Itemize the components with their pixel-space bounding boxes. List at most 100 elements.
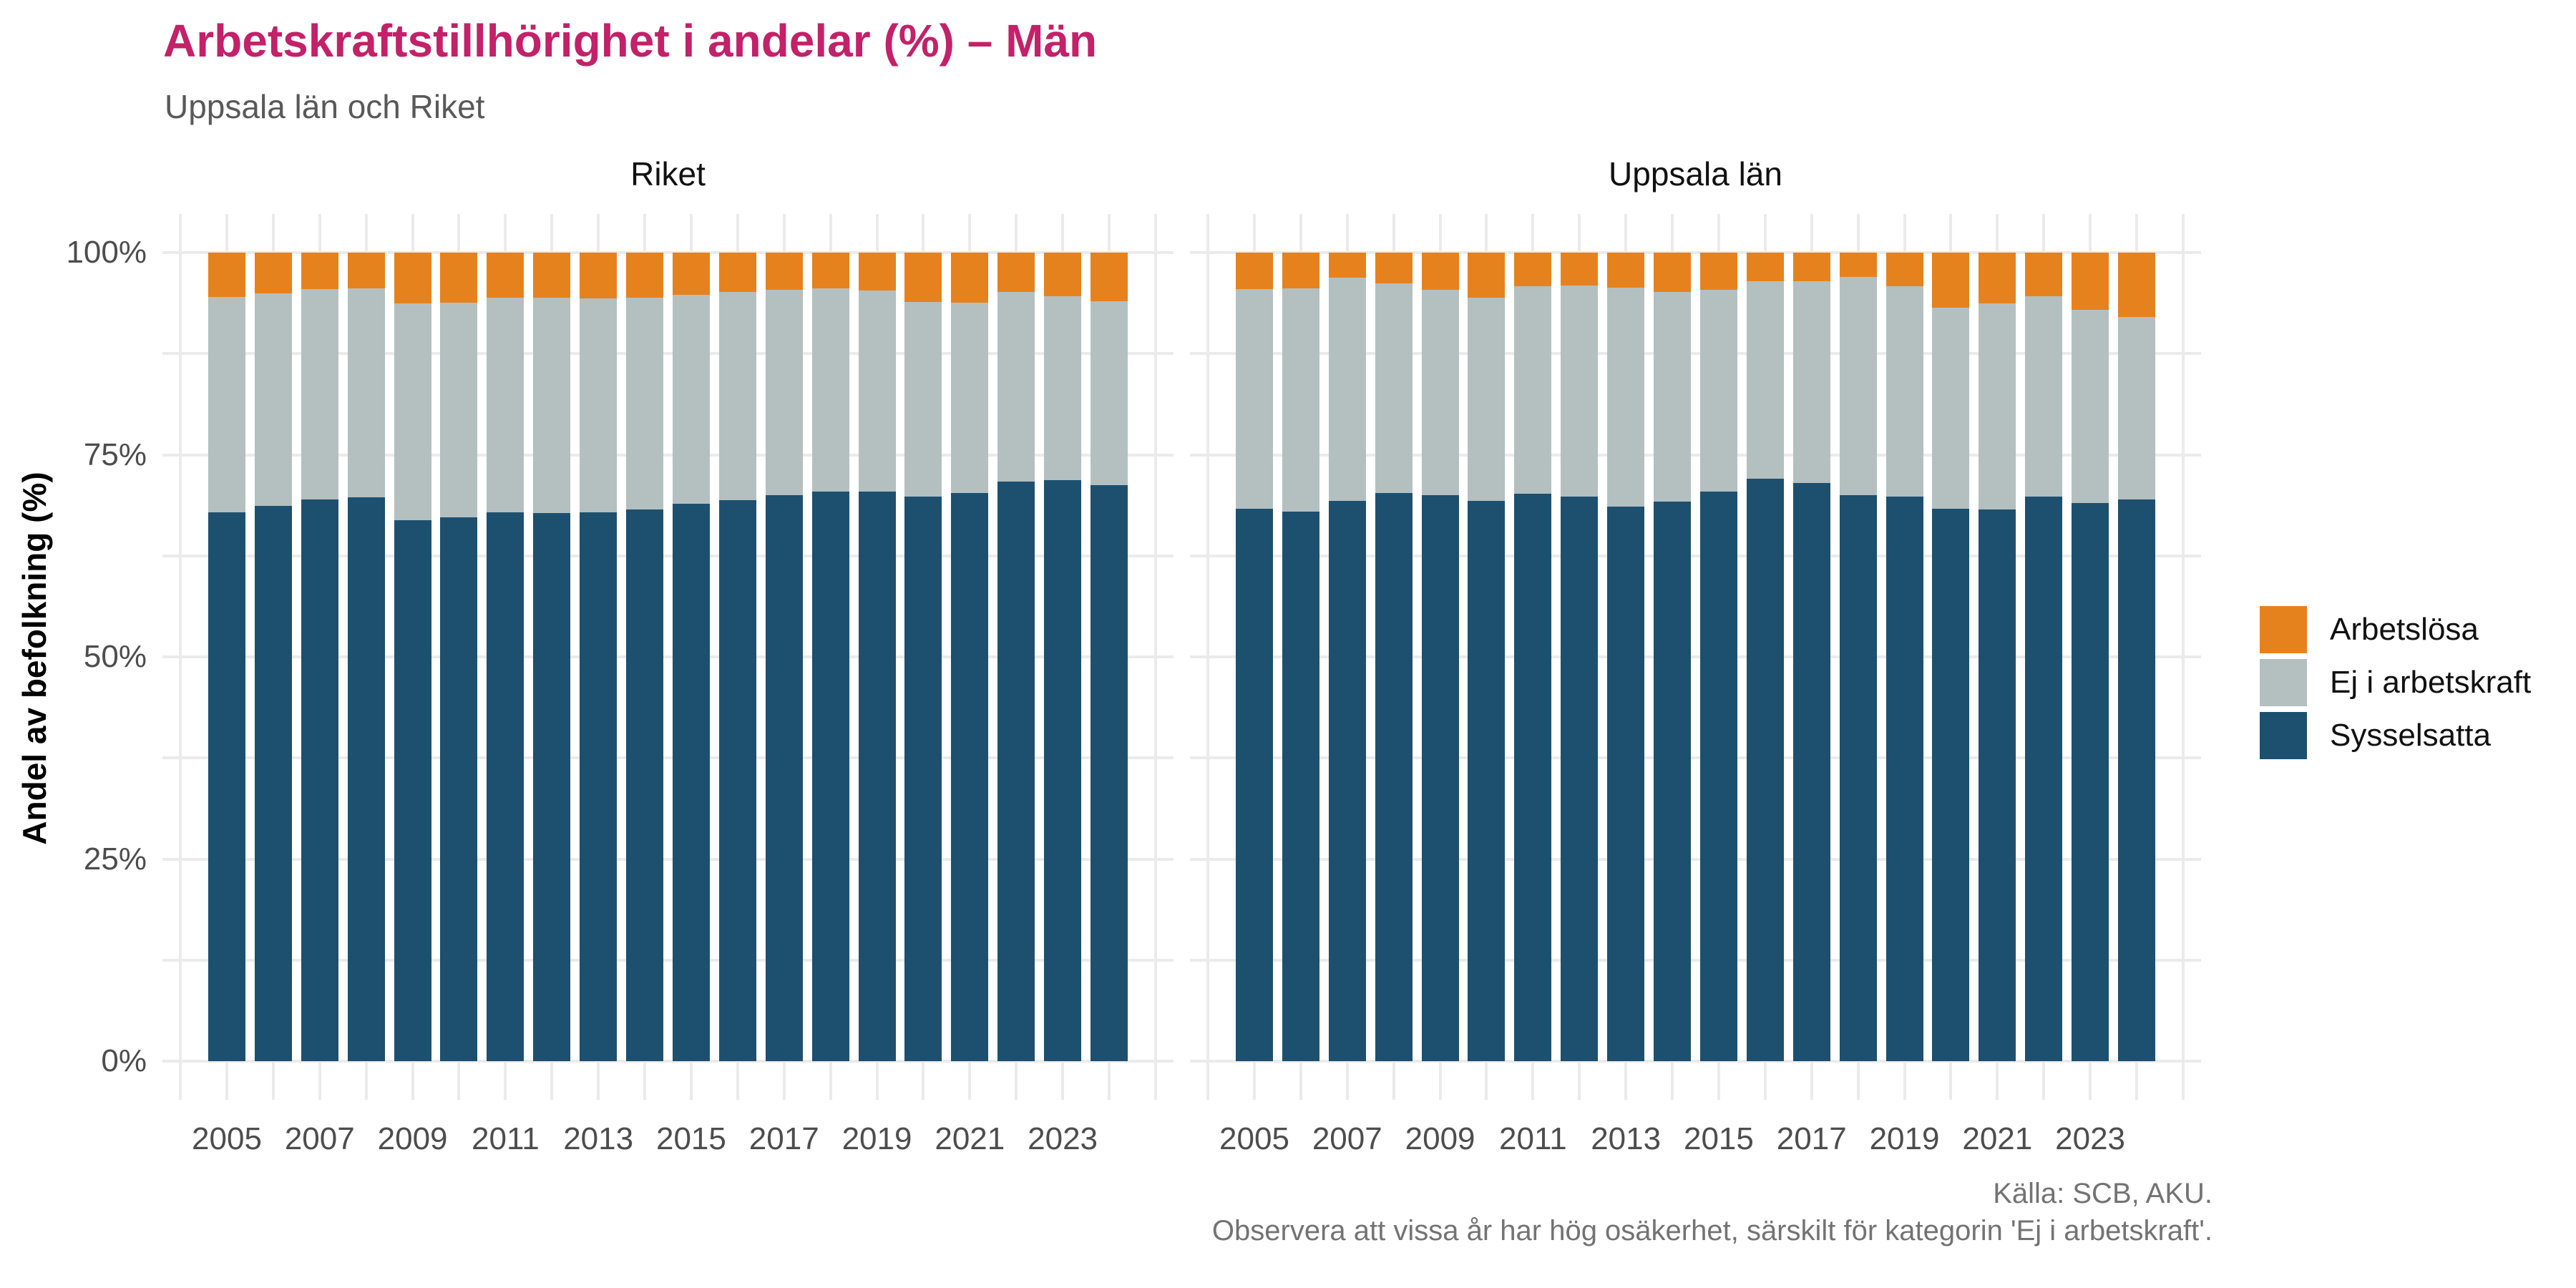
bar-segment [1979, 253, 2016, 304]
bar-segment [533, 253, 571, 298]
bar-segment [1236, 509, 1273, 1061]
horizontal-gridline [162, 554, 1174, 557]
bar-segment [1792, 280, 1830, 484]
bar-segment [1236, 253, 1273, 289]
bar-segment [997, 253, 1035, 293]
bar-segment [951, 492, 989, 1061]
stacked-bar-2014 [1654, 253, 1692, 1061]
stacked-bar-2019 [1885, 253, 1923, 1061]
stacked-bar-2014 [626, 253, 664, 1061]
bar-segment [1282, 253, 1319, 288]
stacked-bar-2022 [997, 253, 1035, 1061]
caption-note-line: Observera att vissa år har hög osäkerhet… [1211, 1215, 2212, 1246]
stacked-bar-2018 [811, 253, 849, 1061]
bar-segment [254, 293, 292, 506]
stacked-bar-2023 [2072, 253, 2109, 1061]
bar-segment [1091, 485, 1128, 1061]
bar-segment [533, 512, 571, 1061]
horizontal-gridline [1190, 655, 2201, 658]
stacked-bar-2020 [904, 253, 942, 1061]
bar-segment [347, 288, 385, 498]
horizontal-gridline [1190, 251, 2201, 254]
x-tick-label: 2017 [1776, 1121, 1847, 1156]
bar-segment [1044, 296, 1082, 480]
bar-segment [1932, 253, 1970, 308]
stacked-bar-2011 [487, 253, 525, 1061]
x-tick-label: 2023 [2055, 1121, 2126, 1156]
facet-label-riket: Riket [630, 155, 706, 192]
y-tick-label: 75% [83, 436, 147, 472]
x-tick-label: 2005 [192, 1121, 262, 1156]
bar-segment [1328, 253, 1366, 278]
bar-segment [487, 298, 525, 512]
stacked-bar-2009 [1421, 253, 1459, 1061]
x-tick-label: 2021 [1962, 1121, 2033, 1156]
stacked-bar-2019 [858, 253, 896, 1061]
bar-segment [626, 298, 664, 510]
bar-segment [347, 253, 385, 288]
stacked-bar-2012 [1561, 253, 1599, 1061]
bar-segment [1746, 479, 1784, 1061]
bar-segment [301, 253, 338, 289]
bar-segment [1421, 253, 1459, 290]
horizontal-gridline [1190, 352, 2201, 356]
chart-panel-riket: 2005 2007 2009 2011 2013 2015 2017 2019 2021 2023 [162, 214, 1174, 1156]
bar-segment [1514, 253, 1552, 287]
stacked-bar-2005 [1236, 253, 1273, 1061]
bar-segment [1375, 253, 1413, 283]
bar-segment [394, 303, 431, 521]
caption-source-line: Källa: SCB, AKU. [1993, 1178, 2212, 1209]
legend-swatch-employed [2260, 712, 2307, 759]
bar-segment [1607, 287, 1645, 507]
horizontal-gridline [1190, 1060, 2201, 1063]
bar-segment [1699, 492, 1737, 1061]
bar-segment [2072, 310, 2109, 504]
legend-label: Arbetslösa [2330, 612, 2479, 647]
bar-segment [208, 297, 245, 512]
bar-segment [672, 504, 710, 1061]
page-title: Arbetskraftstillhörighet i andelar (%) –… [163, 15, 1098, 67]
bar-segment [858, 291, 896, 492]
stacked-bar-2006 [254, 253, 292, 1061]
bar-segment [1421, 495, 1459, 1061]
facet-label-uppsala: Uppsala län [1609, 155, 1782, 192]
legend-swatch-not-in-labor-force [2260, 659, 2307, 706]
bar-segment [765, 495, 803, 1061]
bar-segment [904, 497, 942, 1061]
bar-segment [1375, 492, 1413, 1061]
legend-item-arbetslosa: Arbetslösa [2260, 606, 2531, 653]
bar-segment [672, 294, 710, 504]
bar-segment [1699, 253, 1737, 290]
bar-segment [2025, 253, 2063, 297]
stacked-bar-2023 [1044, 253, 1082, 1061]
chart-panel-uppsala: 2005 2007 2009 2011 2013 2015 2017 2019 2021 2023 [1190, 214, 2201, 1156]
legend-swatch-unemployed [2260, 606, 2307, 653]
bar-segment [1746, 253, 1784, 281]
bar-segment [997, 292, 1035, 482]
bar-segment [1468, 253, 1506, 298]
bar-segment [487, 253, 525, 298]
horizontal-gridline [1190, 554, 2201, 557]
y-tick-label: 50% [83, 639, 147, 674]
bar-segment [1607, 253, 1645, 288]
legend-label: Ej i arbetskraft [2330, 665, 2532, 700]
bar-segment [533, 298, 571, 513]
horizontal-gridline [162, 655, 1174, 658]
bar-segment [1421, 289, 1459, 495]
bar-segment [1885, 497, 1923, 1061]
stacked-bar-2011 [1514, 253, 1552, 1061]
x-tick-label: 2019 [841, 1121, 912, 1156]
horizontal-gridline [1190, 857, 2201, 861]
bar-segment [1654, 502, 1692, 1061]
bar-segment [1328, 278, 1366, 501]
bar-segment [672, 253, 710, 295]
bar-segment [1932, 509, 1970, 1061]
chart-caption: Källa: SCB, AKU. Observera att vissa år … [1212, 1175, 2212, 1249]
y-tick-label: 100% [66, 235, 147, 270]
bar-segment [2118, 317, 2155, 499]
horizontal-gridline [162, 453, 1174, 457]
bar-segment [1282, 288, 1319, 512]
bar-segment [1699, 289, 1737, 492]
bar-segment [1979, 509, 2016, 1061]
bar-segment [2072, 503, 2109, 1061]
